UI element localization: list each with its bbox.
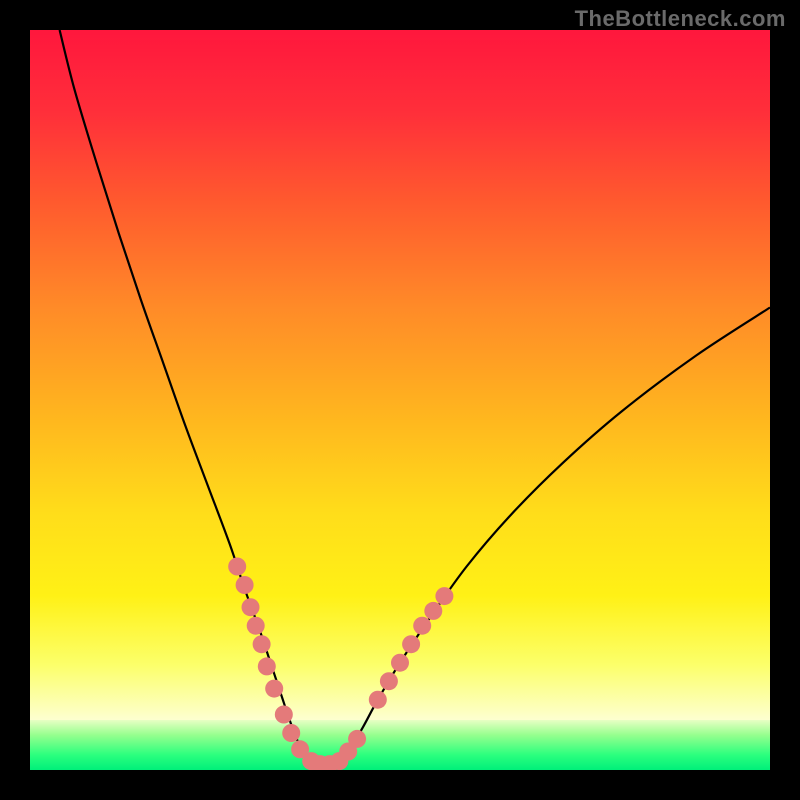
data-marker: [247, 617, 265, 635]
data-marker: [391, 654, 409, 672]
data-marker: [236, 576, 254, 594]
data-marker: [228, 558, 246, 576]
data-marker: [282, 724, 300, 742]
data-marker: [348, 730, 366, 748]
data-marker: [265, 680, 283, 698]
data-marker: [380, 672, 398, 690]
data-marker: [253, 635, 271, 653]
data-marker: [258, 657, 276, 675]
bottleneck-curve: [60, 30, 770, 767]
data-marker: [435, 587, 453, 605]
data-marker: [413, 617, 431, 635]
data-marker: [369, 691, 387, 709]
data-marker: [242, 598, 260, 616]
marker-group: [228, 558, 453, 771]
watermark-text: TheBottleneck.com: [575, 6, 786, 32]
plot-area: [30, 30, 770, 770]
data-marker: [402, 635, 420, 653]
data-marker: [275, 706, 293, 724]
chart-frame: [30, 30, 770, 770]
curve-layer: [30, 30, 770, 770]
data-marker: [424, 602, 442, 620]
